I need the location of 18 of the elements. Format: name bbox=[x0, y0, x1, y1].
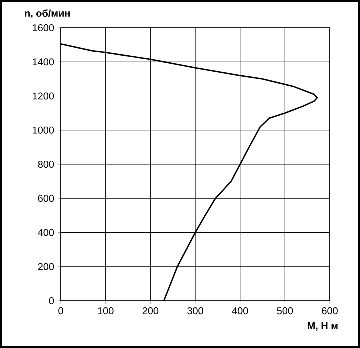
y-axis-title: n, об/мин bbox=[25, 10, 70, 18]
y-tick-label: 1600 bbox=[33, 24, 54, 32]
y-tick-label: 1000 bbox=[33, 126, 54, 134]
y-tick-label: 400 bbox=[38, 229, 54, 236]
x-tick-label: 600 bbox=[322, 308, 338, 315]
x-tick-label: 0 bbox=[58, 308, 64, 315]
x-tick-label: 100 bbox=[98, 308, 114, 315]
x-tick-label: 400 bbox=[232, 308, 248, 315]
x-tick-label: 300 bbox=[188, 308, 204, 315]
x-axis-title: М, Н м bbox=[308, 322, 338, 331]
x-tick-label: 500 bbox=[277, 308, 294, 315]
y-tick-label: 200 bbox=[38, 263, 54, 270]
y-tick-label: 0 bbox=[49, 297, 54, 305]
y-tick-label: 1400 bbox=[33, 58, 54, 66]
y-tick-label: 1200 bbox=[33, 92, 54, 100]
y-tick-label: 800 bbox=[38, 160, 54, 168]
y-tick-label: 600 bbox=[38, 195, 54, 202]
x-tick-label: 200 bbox=[142, 308, 159, 315]
